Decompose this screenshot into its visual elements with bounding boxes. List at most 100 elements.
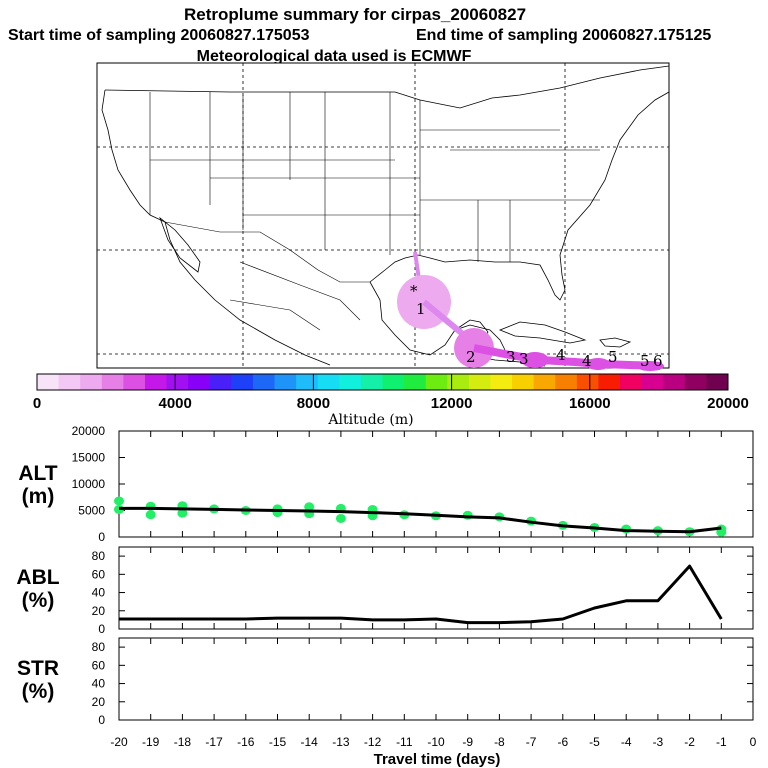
colorbar-swatch [425, 374, 448, 390]
y-tick-label: 40 [92, 586, 106, 600]
colorbar-tick-label: 4000 [159, 395, 192, 412]
colorbar-swatch [252, 374, 276, 390]
y-axis-label-unit: (%) [22, 680, 55, 703]
colorbar-swatch [706, 374, 729, 390]
map-panel: * 1 2 3 3 4 4 5 5 6 [96, 62, 670, 371]
x-tick-label: -1 [716, 735, 727, 749]
y-tick-label: 0 [98, 622, 105, 636]
colorbar-swatch [512, 374, 535, 390]
x-tick-label: -18 [174, 735, 192, 749]
end-time-label: End time of sampling 20060827.175125 [416, 27, 711, 44]
panel-frame [118, 430, 754, 538]
scatter-point [145, 510, 156, 520]
y-axis-label-unit: (m) [22, 485, 55, 508]
time-series-panels: 05000100001500020000ALT(m)020406080ABL(%… [16, 424, 756, 749]
colorbar-swatch [123, 374, 146, 390]
x-tick-label: -14 [301, 735, 319, 749]
colorbar-swatch [598, 374, 621, 390]
cuba [498, 321, 587, 344]
trajectory-path [473, 344, 661, 370]
colorbar-swatch [641, 374, 664, 390]
us-mexico-border [164, 221, 370, 283]
colorbar-frame [36, 373, 729, 391]
plume-blob-5 [636, 361, 664, 371]
colorbar-swatch [447, 374, 470, 390]
colorbar-swatch [620, 374, 643, 390]
x-tick-label: -5 [589, 735, 600, 749]
y-tick-label: 80 [92, 549, 106, 563]
panel-str: 0 20 40 60 80 STR(%) [17, 637, 754, 727]
x-tick-label: -19 [142, 735, 160, 749]
colorbar-swatch [188, 374, 211, 390]
colorbar-swatch [101, 374, 124, 390]
x-tick-label: -6 [557, 735, 568, 749]
trajectory-label-5b: 5 [640, 352, 650, 370]
colorbar-swatch [576, 374, 599, 390]
y-axis-label: ALT [18, 462, 57, 485]
panel-frame [118, 546, 754, 630]
mexico-state-border [229, 299, 321, 331]
y-axis-label: ABL [16, 566, 59, 589]
mexico-state-border [239, 261, 361, 321]
series-line [119, 506, 722, 534]
plume-blob-4 [586, 358, 610, 370]
x-tick-label: -10 [427, 735, 445, 749]
colorbar-swatch [296, 374, 319, 390]
y-axis-label-unit: (%) [22, 589, 55, 612]
plume-blob-3 [521, 352, 549, 368]
x-tick-label: -20 [110, 735, 128, 749]
scatter-point [177, 508, 188, 518]
hispaniola [599, 337, 632, 348]
colorbar-swatch [663, 374, 686, 390]
panel-frame [118, 637, 754, 721]
y-tick-label: 60 [92, 567, 106, 581]
colorbar-swatch [684, 374, 707, 390]
colorbar-swatch [58, 374, 81, 390]
colorbar-swatch [490, 374, 513, 390]
trajectory-label-5a: 5 [608, 348, 618, 366]
title: Retroplume summary for cirpas_20060827 [184, 5, 526, 24]
colorbar-tick-label: 16000 [569, 395, 611, 412]
mexico-gulf-coast [369, 281, 506, 356]
x-tick-label: -17 [205, 735, 223, 749]
colorbar-swatch [404, 374, 427, 390]
scatter-point [335, 513, 346, 523]
colorbar-swatch [317, 374, 340, 390]
panel-abl: 0 20 40 60 80 ABL(%) [16, 546, 754, 636]
colorbar-swatch [382, 374, 405, 390]
colorbar-swatch [80, 374, 103, 390]
x-tick-label: -16 [237, 735, 255, 749]
x-tick-label: 0 [750, 735, 757, 749]
x-tick-label: -8 [494, 735, 505, 749]
y-tick-label: 0 [98, 713, 105, 727]
colorbar-swatch [339, 374, 362, 390]
trajectory-label-2: 2 [466, 348, 476, 366]
x-tick-label: -7 [526, 735, 537, 749]
colorbar-tick-label: 12000 [431, 395, 473, 412]
map-frame [96, 62, 670, 369]
colorbar-swatch [555, 374, 578, 390]
scatter-point [114, 496, 124, 506]
colorbar-tick-label: 20000 [707, 395, 749, 412]
colorbar: 0 4000 8000 12000 16000 20000 [33, 373, 749, 412]
trajectory-label-3b: 3 [519, 350, 529, 368]
panel-alt: 0 5000 10000 15000 20000 ALT(m) [18, 424, 754, 544]
trajectory-label-4b: 4 [582, 352, 592, 370]
colorbar-swatch [360, 374, 383, 390]
y-tick-label: 10000 [72, 477, 106, 491]
map-state-borders [149, 92, 600, 331]
y-tick-label: 20 [92, 604, 106, 618]
colorbar-label: Altitude (m) [327, 412, 413, 428]
x-tick-label: -13 [332, 735, 350, 749]
y-tick-label: 40 [92, 677, 106, 691]
colorbar-swatch [166, 374, 189, 390]
scatter-point [716, 527, 727, 537]
x-tick-label: -3 [653, 735, 664, 749]
x-tick-label: -15 [269, 735, 287, 749]
baja-peninsula [159, 216, 201, 273]
y-tick-label: 5000 [78, 504, 105, 518]
trajectory: * 1 2 3 3 4 4 5 5 6 [397, 251, 664, 371]
start-time-label: Start time of sampling 20060827.175053 [8, 27, 310, 44]
met-data-label: Meteorological data used is ECMWF [197, 48, 472, 65]
